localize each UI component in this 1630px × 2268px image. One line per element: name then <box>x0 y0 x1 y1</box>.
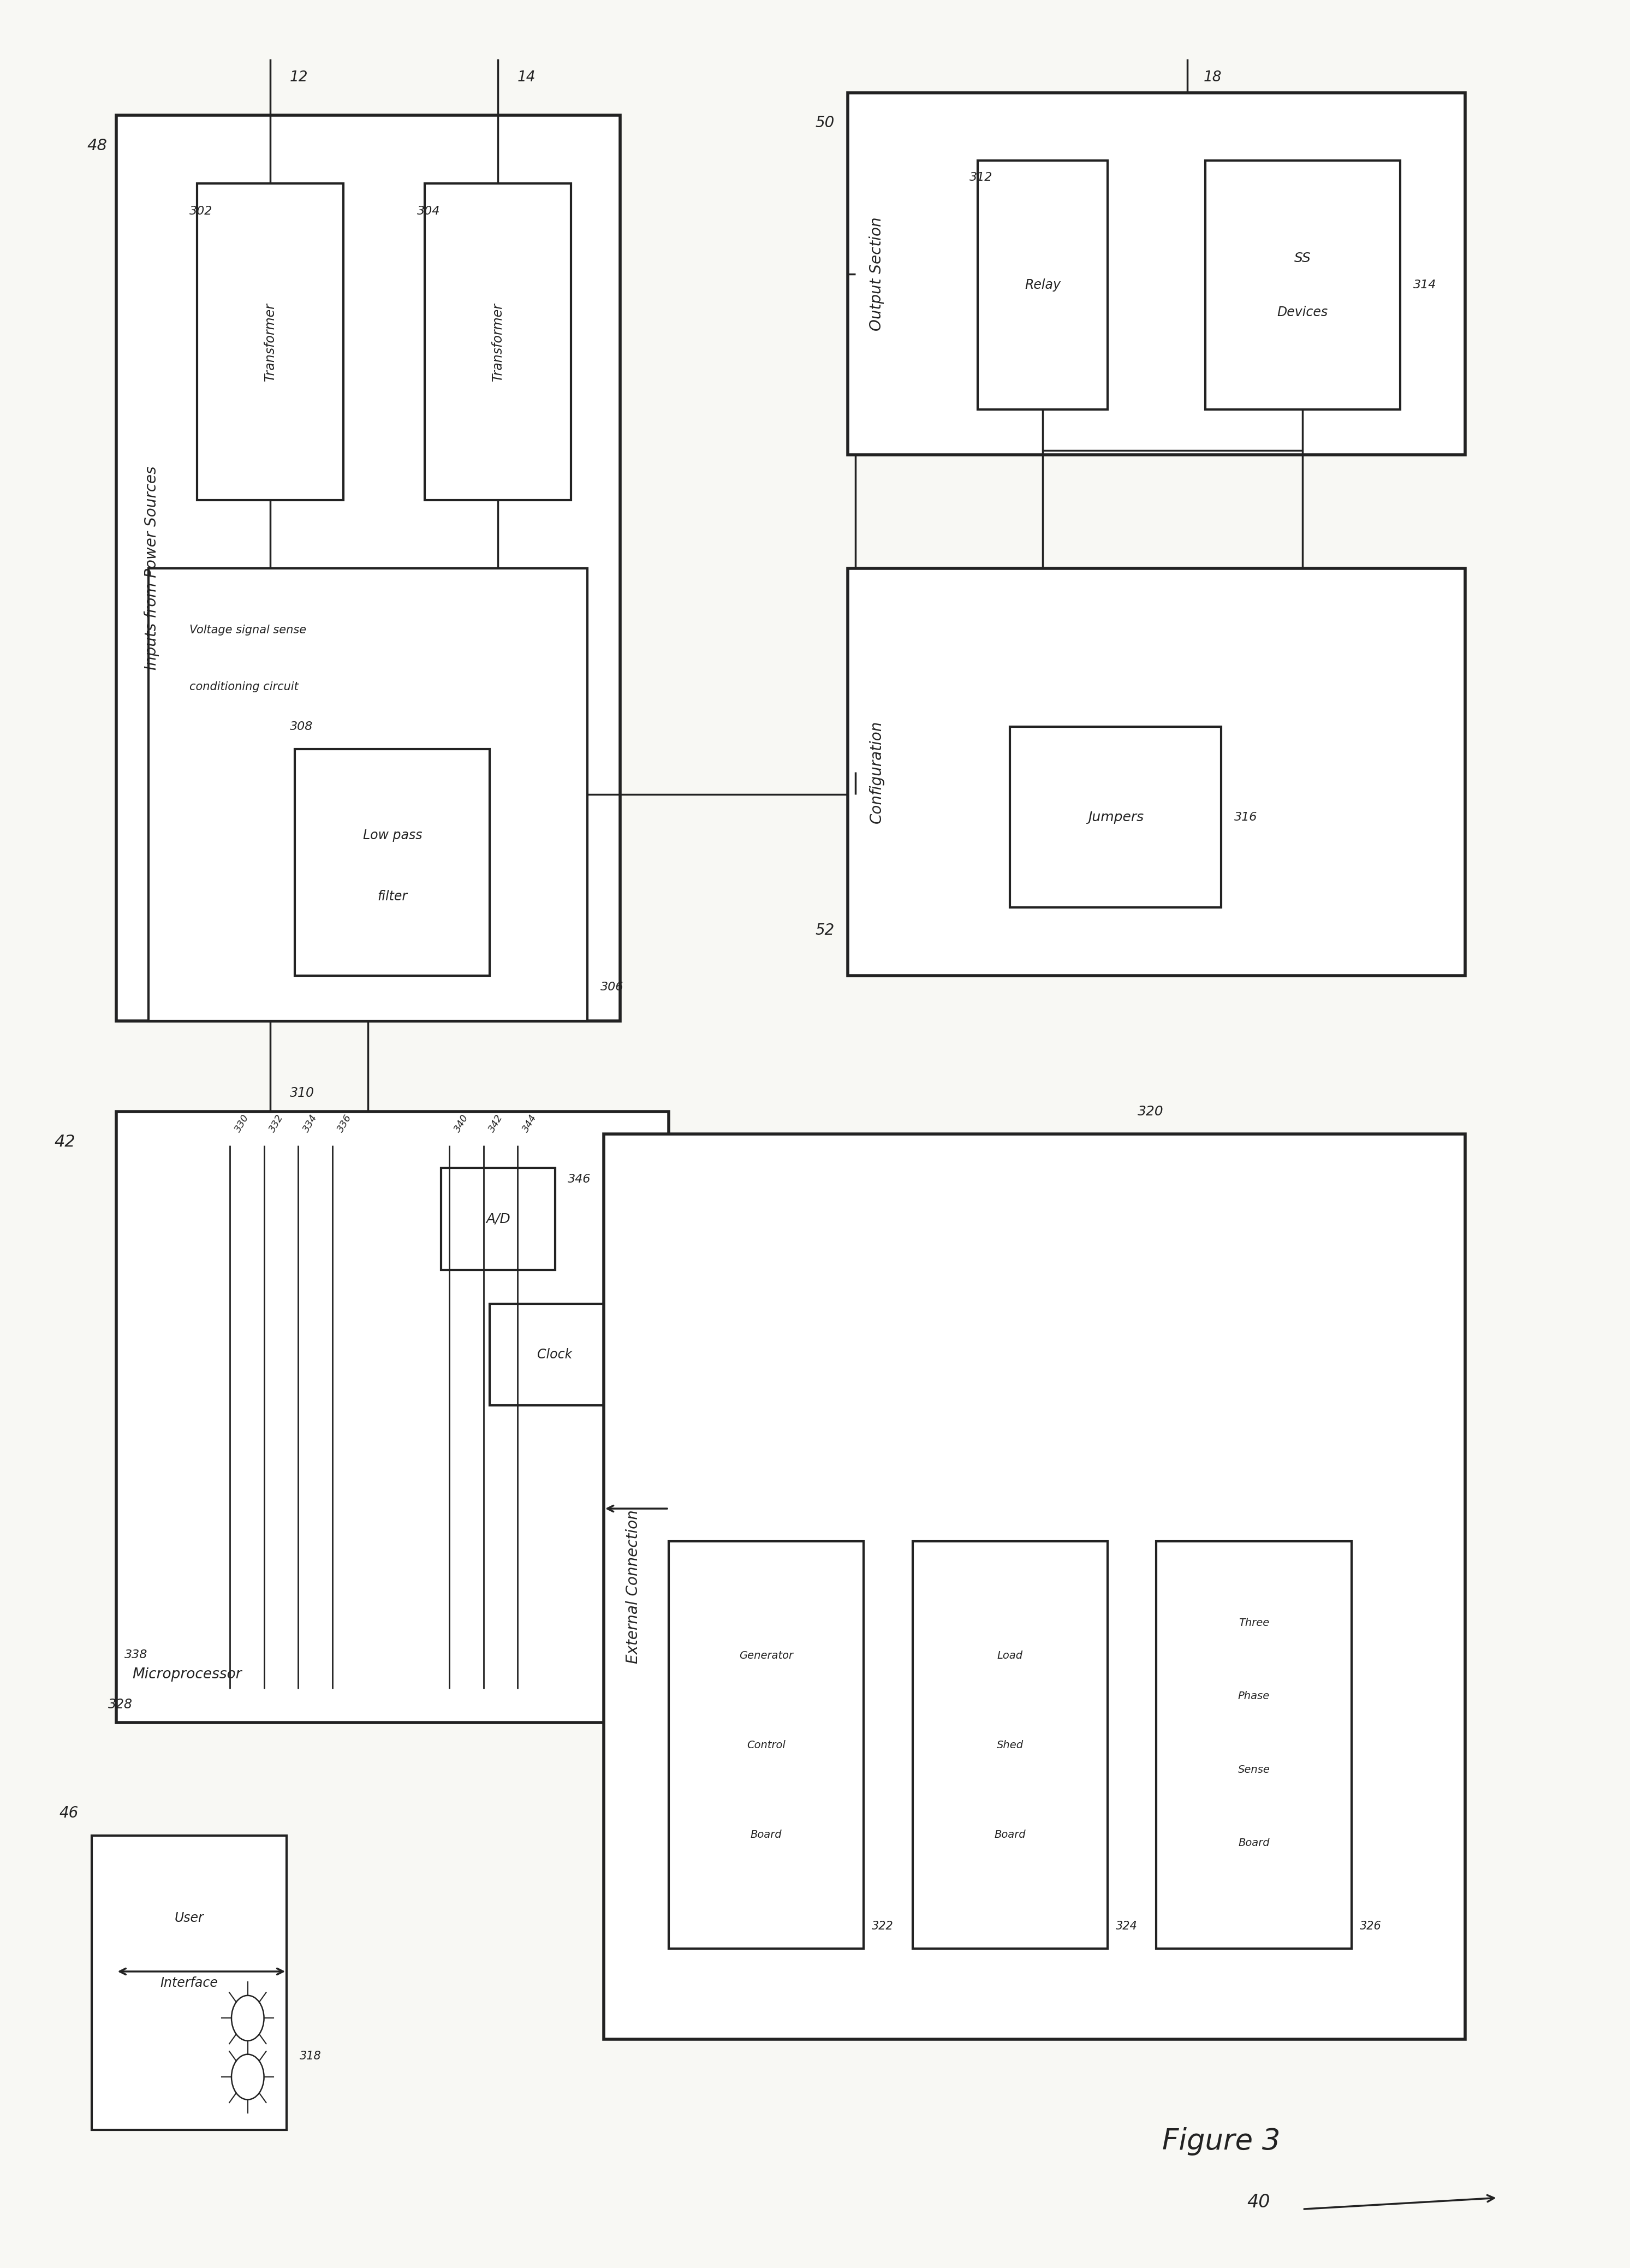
Text: 344: 344 <box>522 1114 540 1134</box>
Text: 340: 340 <box>453 1114 471 1134</box>
Text: Figure 3: Figure 3 <box>1162 2127 1281 2155</box>
Text: 310: 310 <box>290 1086 315 1100</box>
Text: Devices: Devices <box>1278 306 1328 320</box>
Bar <box>425 184 570 501</box>
Text: Interface: Interface <box>160 1975 218 1989</box>
Bar <box>116 116 619 1021</box>
Text: Board: Board <box>994 1830 1025 1839</box>
Text: 324: 324 <box>1115 1921 1138 1932</box>
Bar <box>116 1111 668 1721</box>
Text: Board: Board <box>1239 1837 1270 1848</box>
Text: 338: 338 <box>124 1649 147 1660</box>
Text: 18: 18 <box>1203 70 1222 84</box>
Bar <box>442 1168 554 1270</box>
Text: Voltage signal sense: Voltage signal sense <box>189 624 306 635</box>
Text: Clock: Clock <box>538 1347 572 1361</box>
Text: 46: 46 <box>59 1805 78 1821</box>
Text: 306: 306 <box>600 982 624 993</box>
Text: 304: 304 <box>417 206 440 218</box>
Text: 42: 42 <box>54 1134 75 1150</box>
Text: 336: 336 <box>336 1114 354 1134</box>
Text: Relay: Relay <box>1025 279 1061 293</box>
Text: External Connection: External Connection <box>626 1510 641 1665</box>
Bar <box>1156 1542 1351 1948</box>
Text: 322: 322 <box>872 1921 893 1932</box>
Text: Board: Board <box>750 1830 782 1839</box>
Text: Transformer: Transformer <box>492 302 505 381</box>
Text: 328: 328 <box>108 1699 132 1710</box>
Text: 50: 50 <box>815 116 835 132</box>
Text: 320: 320 <box>1138 1105 1164 1118</box>
Text: Jumpers: Jumpers <box>1087 810 1144 823</box>
Bar <box>197 184 344 501</box>
Text: User: User <box>174 1912 204 1926</box>
Text: 302: 302 <box>189 206 212 218</box>
Text: Phase: Phase <box>1237 1692 1270 1701</box>
Text: Three: Three <box>1239 1617 1270 1628</box>
Text: 12: 12 <box>290 70 308 84</box>
Bar <box>848 93 1465 456</box>
Text: 52: 52 <box>815 923 835 939</box>
Text: Microprocessor: Microprocessor <box>132 1667 241 1683</box>
Bar <box>295 748 491 975</box>
Text: 342: 342 <box>487 1114 505 1134</box>
Text: conditioning circuit: conditioning circuit <box>189 680 298 692</box>
Bar <box>1205 161 1400 411</box>
Text: Shed: Shed <box>996 1740 1024 1751</box>
Text: filter: filter <box>377 889 407 903</box>
Bar <box>848 569 1465 975</box>
Bar <box>491 1304 619 1406</box>
Text: 326: 326 <box>1359 1921 1381 1932</box>
Text: 330: 330 <box>233 1114 251 1134</box>
Text: Output Section: Output Section <box>869 218 885 331</box>
Bar <box>148 569 587 1021</box>
Text: 14: 14 <box>518 70 536 84</box>
Text: Generator: Generator <box>740 1651 794 1660</box>
Bar <box>603 1134 1465 2039</box>
Text: 318: 318 <box>300 2050 321 2062</box>
Text: Control: Control <box>747 1740 786 1751</box>
Bar <box>913 1542 1107 1948</box>
Text: Transformer: Transformer <box>264 302 277 381</box>
Text: Inputs from Power Sources: Inputs from Power Sources <box>143 467 160 669</box>
Text: Low pass: Low pass <box>363 828 422 841</box>
Text: Configuration: Configuration <box>869 721 885 823</box>
Text: Sense: Sense <box>1237 1765 1270 1776</box>
Text: 314: 314 <box>1413 279 1436 290</box>
Bar <box>668 1542 864 1948</box>
Text: 40: 40 <box>1247 2193 1270 2211</box>
Text: 312: 312 <box>970 172 993 184</box>
Text: SS: SS <box>1294 252 1311 265</box>
Bar <box>978 161 1107 411</box>
Bar <box>1011 726 1221 907</box>
Text: 48: 48 <box>86 138 108 154</box>
Bar <box>91 1835 287 2130</box>
Text: 346: 346 <box>567 1175 592 1184</box>
Text: 332: 332 <box>267 1114 285 1134</box>
Text: A/D: A/D <box>486 1213 510 1225</box>
Text: 308: 308 <box>290 721 313 733</box>
Text: Load: Load <box>998 1651 1024 1660</box>
Text: 334: 334 <box>302 1114 319 1134</box>
Text: 316: 316 <box>1234 812 1257 823</box>
